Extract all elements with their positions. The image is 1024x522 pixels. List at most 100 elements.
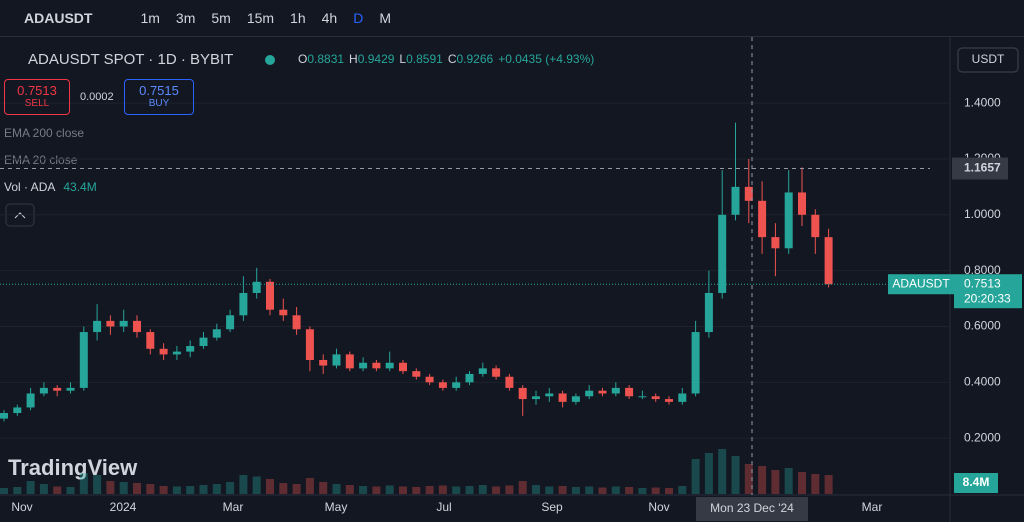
interval[interactable]: 1m xyxy=(140,10,160,26)
volume-bar xyxy=(545,486,554,494)
sell-price: 0.7513 xyxy=(17,83,57,98)
interval[interactable]: 15m xyxy=(246,10,275,26)
candle-body xyxy=(744,186,753,201)
candle-body xyxy=(465,373,474,383)
candle-body xyxy=(412,371,421,377)
candle-body xyxy=(478,368,487,374)
candle-body xyxy=(518,387,527,400)
volume-bar xyxy=(172,486,181,494)
buy-button[interactable]: 0.7515 BUY xyxy=(124,79,194,115)
volume-bar xyxy=(598,487,607,494)
indicator[interactable]: EMA 20 close xyxy=(4,153,78,167)
volume-bar xyxy=(678,486,687,494)
candle-body xyxy=(545,393,554,397)
volume-bar xyxy=(758,466,767,494)
volume-bar xyxy=(186,486,195,494)
volume-bar xyxy=(372,486,381,494)
candle-body xyxy=(598,390,607,394)
volume-bar xyxy=(319,482,328,494)
volume-label-bg xyxy=(954,473,998,493)
candle-body xyxy=(279,309,288,316)
candle-body xyxy=(226,315,235,330)
currency-button[interactable] xyxy=(957,47,1019,73)
candle-body xyxy=(638,396,647,398)
volume-bar xyxy=(532,485,540,494)
interval[interactable]: 4h xyxy=(321,10,338,26)
volume-bar xyxy=(492,486,501,494)
volume-bar xyxy=(744,464,753,494)
volume-bar xyxy=(638,488,647,494)
currency: USDT xyxy=(972,52,1005,66)
interval[interactable]: M xyxy=(379,10,391,26)
candle-body xyxy=(571,396,580,402)
volume-bar xyxy=(385,485,394,494)
volume-bar xyxy=(505,485,514,494)
interval[interactable]: 5m xyxy=(211,10,231,26)
volume-bar xyxy=(239,475,248,494)
volume-bar xyxy=(665,488,673,494)
candle-body xyxy=(332,354,341,366)
candle-body xyxy=(239,292,248,316)
y-tick-label: 0.2000 xyxy=(964,430,1001,444)
candle-body xyxy=(811,214,820,238)
volume-bar xyxy=(731,456,740,494)
volume-bar xyxy=(399,486,407,494)
volume-bar xyxy=(159,486,168,494)
status-dot xyxy=(265,55,275,65)
x-tick-label: 2024 xyxy=(110,500,137,514)
candle-body xyxy=(425,376,434,383)
x-tick-label: Sep xyxy=(541,500,563,514)
indicator[interactable]: EMA 200 close xyxy=(4,126,84,140)
y-tick-label: 0.4000 xyxy=(964,374,1001,388)
candle-body xyxy=(119,320,128,327)
volume-bar xyxy=(718,449,727,494)
volume-bar xyxy=(292,484,301,494)
candle-body xyxy=(66,387,75,391)
volume-bar xyxy=(133,483,141,494)
candle-body xyxy=(704,292,713,333)
interval[interactable]: 3m xyxy=(175,10,196,26)
candle-body xyxy=(359,362,368,369)
volume-bar xyxy=(266,479,274,494)
last-price: 0.7513 xyxy=(964,276,1001,290)
volume-bar xyxy=(651,487,660,494)
candle-body xyxy=(26,393,35,408)
volume-bar xyxy=(66,487,75,494)
symbol[interactable]: ADAUSDT xyxy=(24,10,93,26)
candle-body xyxy=(79,332,88,388)
c-label: C xyxy=(448,52,457,66)
indicator[interactable]: Vol · ADA 43.4M xyxy=(4,180,97,194)
crosshair-date: Mon 23 Dec '24 xyxy=(710,501,794,515)
candle-body xyxy=(678,393,687,402)
vol-value: 43.4M xyxy=(63,180,96,194)
volume-bar xyxy=(412,487,421,494)
volume-bar xyxy=(93,475,102,494)
interval[interactable]: D xyxy=(353,10,364,26)
sell-button[interactable]: 0.7513 SELL xyxy=(4,79,70,115)
volume-bar xyxy=(345,485,354,494)
interval[interactable]: 1h xyxy=(290,10,306,26)
h-label: H xyxy=(349,52,358,66)
x-tick-label: Jul xyxy=(436,500,451,514)
x-tick-label: Mar xyxy=(223,500,244,514)
change: +0.0435 (+4.93%) xyxy=(498,52,594,66)
h: 0.9429 xyxy=(358,52,395,66)
c: 0.9266 xyxy=(456,52,493,66)
volume-bar xyxy=(611,486,620,494)
volume-bar xyxy=(558,486,567,494)
candle-body xyxy=(399,362,407,372)
candle-body xyxy=(558,393,567,402)
candle-body xyxy=(452,382,461,388)
countdown: 20:20:33 xyxy=(964,291,1011,305)
candle-body xyxy=(0,413,8,419)
volume-bar xyxy=(478,485,487,494)
last-symbol-bg xyxy=(888,274,954,295)
candle-body xyxy=(266,281,274,310)
volume-bar xyxy=(625,487,634,494)
candle-body xyxy=(532,396,540,400)
candle-body xyxy=(372,362,381,369)
candle-body xyxy=(319,359,328,366)
x-tick-label: Nov xyxy=(648,500,669,514)
candle-body xyxy=(651,396,660,400)
